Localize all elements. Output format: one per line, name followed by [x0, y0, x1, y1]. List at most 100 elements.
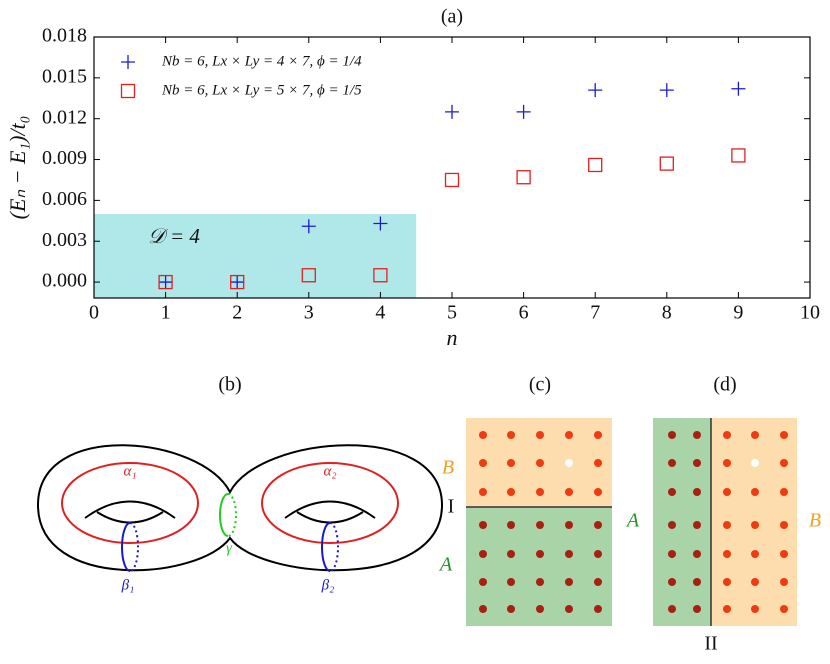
- site: [594, 521, 602, 529]
- site: [668, 488, 676, 496]
- site: [565, 488, 573, 496]
- site: [479, 578, 487, 586]
- point: [731, 148, 746, 163]
- y-tick-label: 0.018: [42, 25, 87, 47]
- site: [693, 578, 701, 586]
- point: [588, 157, 603, 173]
- site: [780, 431, 788, 439]
- legend-marker: [121, 55, 135, 69]
- x-axis-label: n: [447, 325, 458, 350]
- site: [594, 488, 602, 496]
- site: [668, 550, 676, 558]
- site: [693, 521, 701, 529]
- site: [780, 459, 788, 467]
- x-tick-label: 0: [89, 302, 99, 324]
- loop-label: α₁: [123, 463, 136, 479]
- site: [723, 488, 731, 496]
- legend-label: Nb = 6, Lx × Ly = 5 × 7, ϕ = 1/5: [161, 82, 362, 98]
- site: [536, 488, 544, 496]
- site: [479, 521, 487, 529]
- point: [659, 83, 674, 98]
- lattice: [668, 431, 788, 613]
- loop-label: β₂: [321, 577, 335, 593]
- site: [479, 431, 487, 439]
- site: [565, 550, 573, 558]
- point: [444, 172, 460, 188]
- site: [479, 550, 487, 558]
- site: [565, 605, 573, 613]
- cut-label: I: [448, 496, 455, 518]
- point: [373, 268, 388, 283]
- site: [507, 605, 515, 613]
- region-label: B: [442, 457, 454, 479]
- site: [693, 431, 701, 439]
- y-tick-label: 0.000: [42, 270, 87, 292]
- site: [507, 578, 515, 586]
- shaded-region: [94, 213, 417, 298]
- site: [594, 578, 602, 586]
- site: [751, 605, 759, 613]
- x-tick-label: 3: [304, 302, 314, 324]
- point: [230, 275, 245, 290]
- y-axis-label: (Eₙ − E₁)/t₀: [5, 116, 30, 220]
- site: [507, 431, 515, 439]
- x-tick-label: 5: [447, 302, 457, 324]
- site: [723, 578, 731, 586]
- site: [594, 550, 602, 558]
- y-tick-label: 0.012: [42, 106, 87, 128]
- site: [507, 550, 515, 558]
- site: [536, 521, 544, 529]
- loop-label: β₁: [121, 577, 135, 593]
- region-a: [653, 418, 711, 626]
- site: [723, 521, 731, 529]
- x-tick-label: 10: [800, 302, 820, 324]
- site: [723, 459, 731, 467]
- site: [723, 431, 731, 439]
- x-tick-label: 4: [375, 302, 385, 324]
- panel-label: (b): [218, 374, 241, 396]
- site: [780, 488, 788, 496]
- annotation: 𝒟 = 4: [148, 224, 200, 248]
- point: [445, 104, 459, 119]
- site: [479, 488, 487, 496]
- site: [507, 521, 515, 529]
- site: [536, 459, 544, 467]
- panel-label: (d): [713, 374, 736, 396]
- point: [516, 170, 531, 185]
- point: [230, 274, 245, 290]
- site: [751, 550, 759, 558]
- point: [301, 268, 316, 283]
- legend-label: Nb = 6, Lx × Ly = 4 × 7, ϕ = 1/4: [161, 53, 362, 69]
- x-tick-label: 2: [232, 302, 242, 324]
- point: [516, 104, 531, 119]
- site: [668, 578, 676, 586]
- panel-label: (c): [529, 374, 551, 396]
- site: [536, 578, 544, 586]
- site: [565, 459, 573, 467]
- x-tick-label: 8: [662, 302, 672, 324]
- lattice: [479, 431, 602, 613]
- region-label: A: [438, 554, 453, 576]
- point: [373, 216, 388, 231]
- site: [536, 550, 544, 558]
- site: [723, 605, 731, 613]
- site: [594, 459, 602, 467]
- site: [693, 550, 701, 558]
- chart-title: (a): [441, 6, 463, 28]
- point: [158, 274, 173, 290]
- site: [693, 605, 701, 613]
- site: [668, 521, 676, 529]
- site: [780, 605, 788, 613]
- site: [693, 459, 701, 467]
- point: [301, 219, 316, 234]
- site: [479, 605, 487, 613]
- loop-label: γ: [226, 540, 233, 556]
- x-tick-label: 9: [733, 302, 743, 324]
- x-tick-label: 1: [161, 302, 171, 324]
- region-label: B: [809, 510, 821, 532]
- site: [751, 521, 759, 529]
- site: [780, 550, 788, 558]
- point: [158, 275, 173, 290]
- point: [659, 156, 674, 171]
